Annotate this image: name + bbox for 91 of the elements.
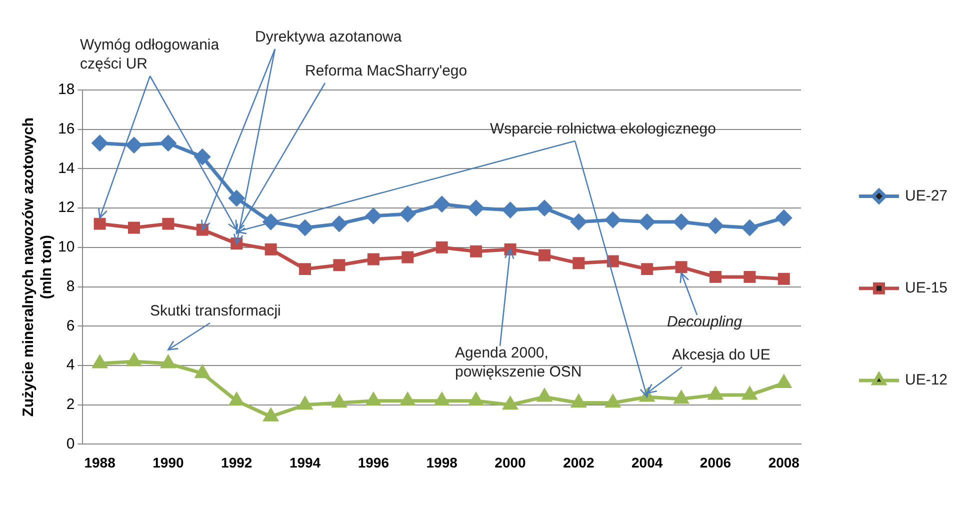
point <box>606 395 620 408</box>
point <box>161 356 176 368</box>
point <box>194 149 210 165</box>
y-tick-label: 0 <box>66 435 75 452</box>
point <box>744 270 756 283</box>
point <box>264 243 277 256</box>
point <box>400 206 416 222</box>
point <box>470 245 482 258</box>
annotation: Wsparcie rolnictwa ekologicznego <box>490 120 716 138</box>
y-tick-label: 6 <box>66 317 75 334</box>
y-tick-label: 8 <box>66 278 75 295</box>
x-tick-label: 1996 <box>358 454 390 470</box>
point <box>94 218 106 230</box>
legend-label: UE-27 <box>905 187 948 204</box>
point <box>162 218 174 230</box>
point <box>674 214 690 230</box>
point <box>572 257 585 270</box>
point <box>469 393 483 406</box>
point <box>572 395 586 408</box>
point <box>641 263 654 276</box>
y-tick-label: 10 <box>58 238 75 256</box>
point <box>776 375 791 388</box>
point <box>639 214 655 230</box>
point <box>366 393 380 406</box>
point <box>468 200 484 216</box>
y-axis-title: Zużycie mineralnych nawozów azotowych (mln ton) <box>20 117 56 417</box>
y-tick-label: 14 <box>58 160 75 177</box>
point <box>776 210 792 226</box>
point <box>366 208 382 224</box>
x-tick-label: 2000 <box>494 454 526 470</box>
annotation: Wymóg odłogowania części UR <box>80 36 220 73</box>
point <box>570 214 586 230</box>
point <box>228 190 244 206</box>
annotation: Skutki transformacji <box>150 302 281 320</box>
x-tick-label: 1988 <box>84 454 116 470</box>
y-tick-label: 16 <box>58 120 75 138</box>
point <box>128 222 140 234</box>
text: Reforma MacSharry'ego <box>305 62 468 80</box>
point <box>709 270 722 283</box>
point <box>299 263 312 276</box>
point <box>230 393 244 406</box>
point <box>127 354 141 366</box>
annotation: Decoupling <box>667 314 743 331</box>
annotation: Dyrektywa azotanowa <box>255 28 402 46</box>
point <box>331 216 347 232</box>
point <box>402 251 414 264</box>
x-tick-label: 2006 <box>700 454 732 470</box>
annotation: Agenda 2000, powiększenie OSN <box>455 344 582 381</box>
point <box>367 253 380 266</box>
point <box>126 137 142 153</box>
y-tick-label: 4 <box>66 356 75 374</box>
point <box>297 220 313 236</box>
x-tick-label: 2002 <box>563 454 594 470</box>
point <box>538 389 552 402</box>
x-tick-label: 1998 <box>426 454 458 470</box>
point <box>742 387 757 400</box>
x-tick-label: 1992 <box>221 454 252 470</box>
point <box>332 395 346 408</box>
y-tick-label: 2 <box>66 396 75 413</box>
point <box>434 196 450 212</box>
point <box>264 408 278 422</box>
point <box>538 249 550 262</box>
point <box>434 393 449 406</box>
legend-label: UE-12 <box>905 372 948 389</box>
point <box>674 391 688 404</box>
x-tick-label: 2008 <box>768 454 800 470</box>
point <box>536 200 552 216</box>
point <box>92 356 107 368</box>
point <box>503 397 518 410</box>
point <box>333 259 346 272</box>
point <box>92 135 108 151</box>
x-tick-label: 2004 <box>631 454 663 470</box>
y-tick-label: 18 <box>58 81 75 98</box>
point <box>400 393 415 406</box>
point <box>436 241 448 254</box>
point <box>708 218 724 234</box>
point <box>195 366 210 378</box>
point <box>708 387 722 400</box>
point <box>298 397 312 410</box>
point <box>160 135 176 151</box>
point <box>605 212 621 228</box>
x-tick-label: 1994 <box>289 454 321 470</box>
point <box>675 261 688 274</box>
point <box>742 220 758 236</box>
y-tick-label: 12 <box>58 199 75 216</box>
point <box>778 272 790 285</box>
annotation: Akcesja do UE <box>672 346 770 364</box>
point <box>502 202 518 218</box>
point <box>263 214 279 230</box>
legend-label: UE-15 <box>905 279 948 296</box>
x-tick-label: 1990 <box>152 454 184 470</box>
